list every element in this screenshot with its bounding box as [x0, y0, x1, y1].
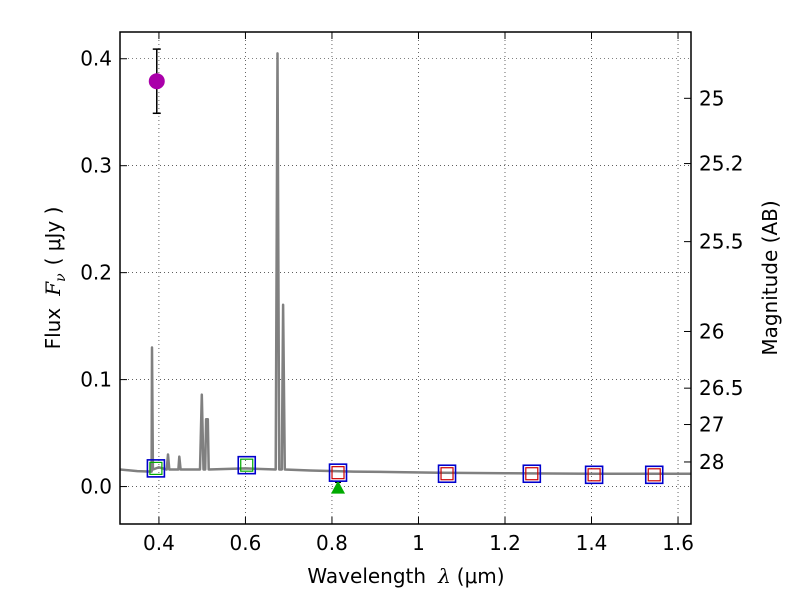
photometry-markers [146, 48, 664, 494]
y-tick-label: 0.3 [80, 154, 112, 178]
y2-tick-label: 26.5 [699, 376, 744, 400]
x-tick-label: 0.6 [230, 531, 262, 555]
model-photometry-square [522, 464, 542, 484]
y-axis-title: FluxFν( μJy ) [41, 207, 69, 350]
x-tick-label: 1.6 [662, 531, 694, 555]
y2-tick-label: 27 [699, 413, 724, 437]
spectrum-line [119, 52, 691, 475]
model-photometry-square [584, 465, 604, 485]
x-tick-label: 1.4 [576, 531, 608, 555]
model-spectrum [119, 52, 691, 475]
model-photometry-square [237, 455, 257, 475]
model-photometry-square [328, 463, 348, 482]
y-tick-label: 0.2 [80, 261, 112, 285]
y2-axis-title: Magnitude (AB) [758, 200, 782, 355]
inner-photometry-square [331, 466, 345, 480]
y-tick-label: 0.1 [80, 368, 112, 392]
inner-photometry-square [525, 467, 539, 481]
y-tick-label: 0.0 [80, 475, 112, 499]
axis-ticks: 0.4 0.6 0.8 1 1.2 1.4 1.6 0.0 0.1 0.2 0.3 0.4 25 25.2… [80, 32, 744, 555]
inner-photometry-square [240, 458, 254, 472]
y2-tick-label: 28 [699, 450, 724, 474]
model-photometry-square [437, 464, 457, 484]
x-tick-label: 0.8 [316, 531, 348, 555]
upper-limit-point [331, 480, 346, 494]
model-photometry-square [644, 465, 664, 485]
inner-photometry-square [149, 461, 163, 475]
x-tick-label: 0.4 [143, 531, 175, 555]
observed-flux-point [148, 73, 165, 90]
y2-tick-label: 25.5 [699, 230, 744, 254]
y2-tick-label: 25 [699, 86, 724, 110]
y-tick-label: 0.4 [80, 47, 112, 71]
inner-photometry-square [587, 468, 601, 482]
y2-tick-label: 25.2 [699, 152, 744, 176]
inner-photometry-square [647, 468, 661, 482]
inner-photometry-square [440, 467, 454, 481]
x-tick-label: 1.2 [489, 531, 521, 555]
y2-tick-label: 26 [699, 319, 724, 343]
model-photometry-square [146, 459, 166, 478]
x-axis-title: Wavelength λ (μm) [307, 564, 504, 588]
plot-frame [119, 31, 692, 525]
x-tick-label: 1 [412, 531, 425, 555]
